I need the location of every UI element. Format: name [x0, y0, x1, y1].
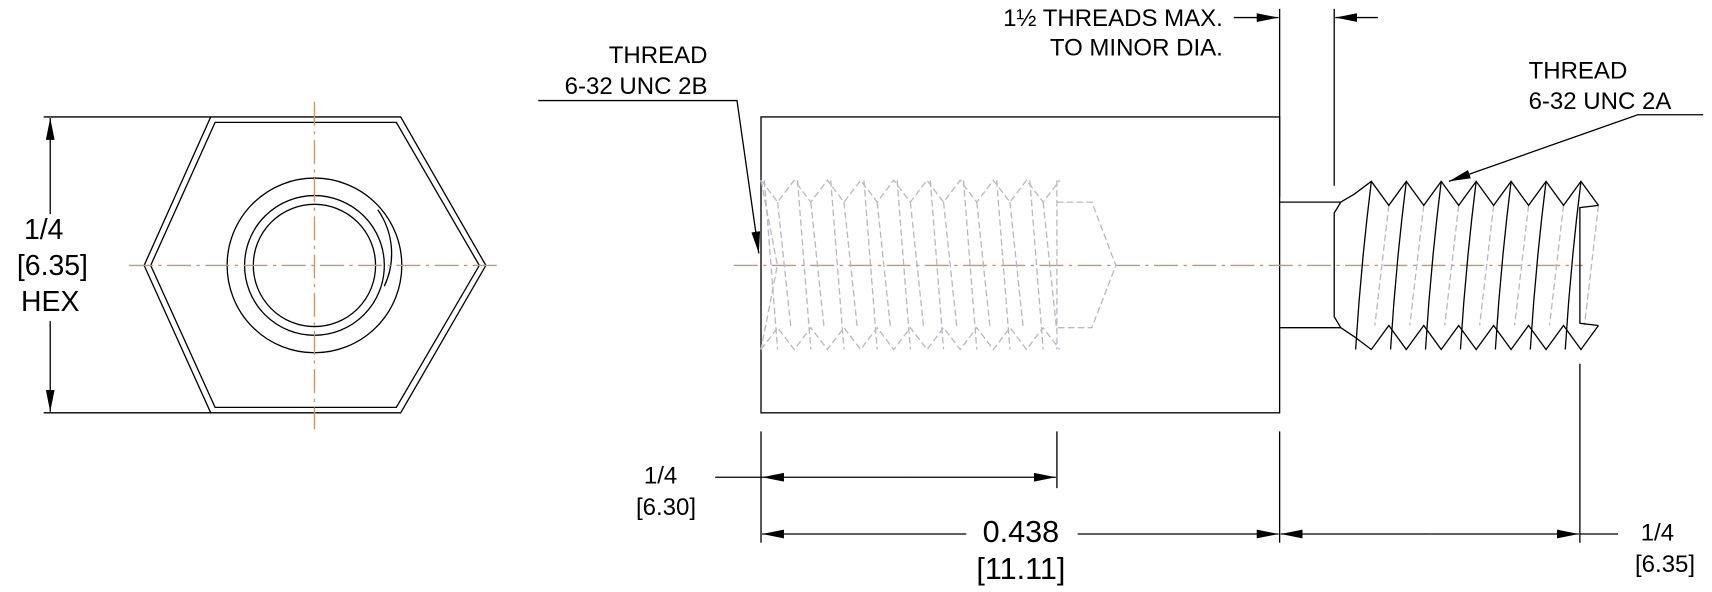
thread-line — [1579, 204, 1599, 327]
thread-line — [760, 326, 1061, 351]
dim-text: 1/4 — [1641, 519, 1674, 546]
thread-line — [843, 202, 858, 328]
thread-line — [1444, 205, 1460, 326]
thread-line — [760, 179, 1061, 204]
note: 1½ THREADS MAX. — [1003, 5, 1223, 32]
thread-line — [1029, 180, 1044, 350]
thread-line — [1333, 201, 1342, 329]
thread-line — [863, 180, 878, 350]
thread-line — [810, 202, 825, 328]
thread-line — [942, 202, 958, 328]
side-view — [733, 116, 1600, 414]
thread-line — [929, 180, 945, 350]
thread-line — [760, 180, 779, 350]
thread-line — [876, 202, 892, 328]
thread-line — [1548, 205, 1565, 326]
note: THREAD — [1529, 58, 1628, 85]
thread-line — [996, 180, 1011, 350]
hex-view: 1/4 [6.35] HEX — [17, 101, 503, 430]
thread-line — [1374, 205, 1390, 326]
thread-line — [1513, 205, 1530, 326]
thread-line — [896, 180, 912, 350]
dim-text: [6.35] — [1635, 551, 1695, 578]
note: TO MINOR DIA. — [1050, 35, 1223, 62]
dim-text: HEX — [21, 286, 79, 318]
thread-line — [1009, 202, 1024, 328]
thread-line — [763, 180, 779, 350]
dim-text: [11.11] — [976, 552, 1065, 586]
thread-line — [1354, 181, 1372, 350]
thread-line — [1583, 205, 1600, 326]
thread-line — [962, 180, 978, 350]
thread-line — [796, 180, 812, 350]
leader — [1448, 114, 1704, 182]
thread-line — [976, 202, 991, 328]
thread-line — [1340, 180, 1599, 207]
dim-text: 0.438 — [983, 515, 1059, 549]
note: THREAD — [609, 42, 708, 69]
thread-line — [1042, 202, 1058, 328]
note: 6-32 UNC 2A — [1529, 88, 1672, 115]
dim-text: 1/4 — [644, 463, 677, 490]
thread-line — [909, 202, 925, 328]
leader — [538, 99, 761, 254]
dim-text: [6.35] — [17, 250, 88, 282]
dim-text: [6.30] — [636, 494, 696, 521]
thread-line — [776, 202, 792, 328]
thread-line — [1340, 324, 1599, 351]
thread-line — [1479, 205, 1495, 326]
thread-line — [830, 180, 845, 350]
note: 6-32 UNC 2B — [565, 73, 708, 100]
dim-text: 1/4 — [24, 214, 63, 246]
thread-line — [1409, 205, 1425, 326]
